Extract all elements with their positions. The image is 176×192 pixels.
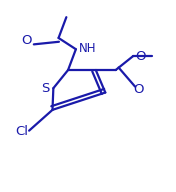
- Text: O: O: [21, 34, 32, 47]
- Text: O: O: [133, 84, 144, 96]
- Text: NH: NH: [78, 42, 96, 55]
- Text: O: O: [135, 50, 145, 63]
- Text: Cl: Cl: [15, 125, 28, 138]
- Text: S: S: [42, 82, 50, 95]
